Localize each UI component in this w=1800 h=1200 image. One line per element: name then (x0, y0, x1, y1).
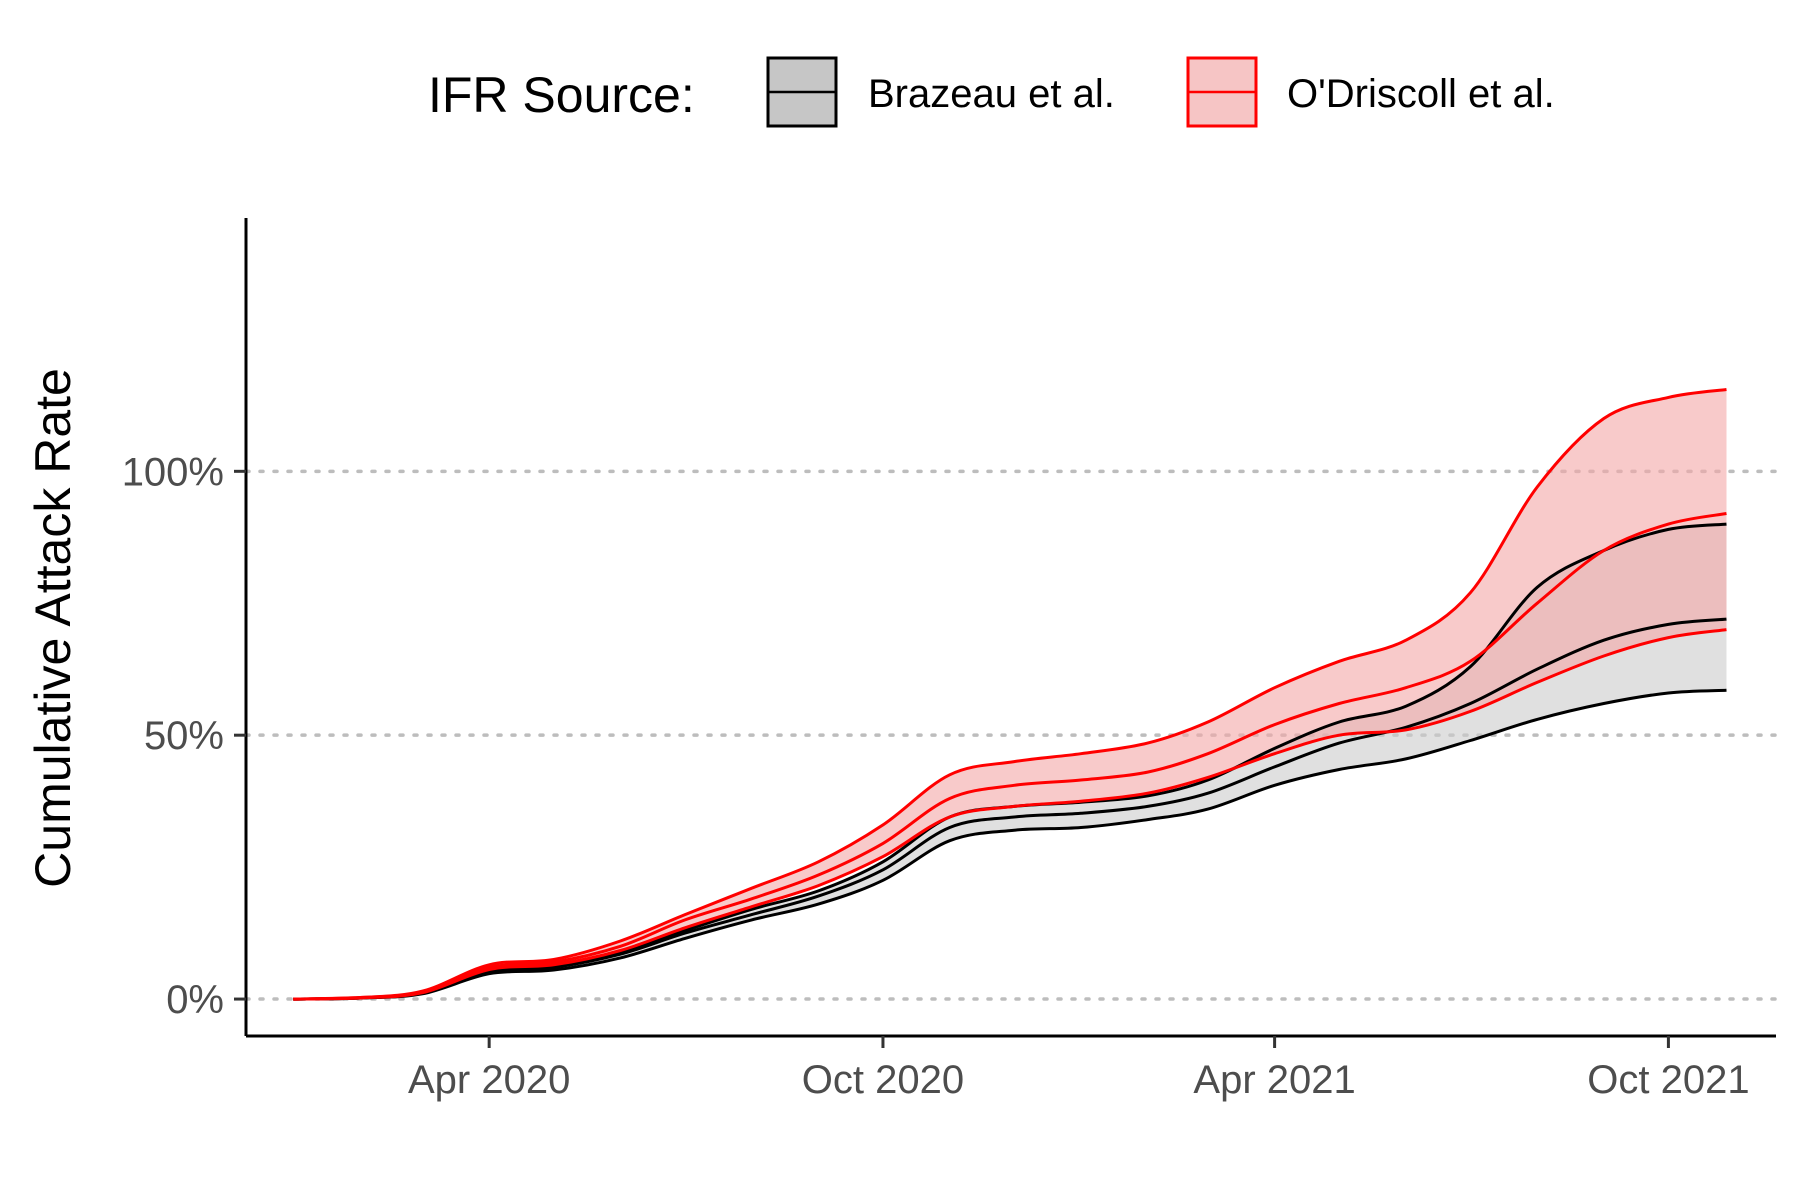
line-brazeau-et-al-median (293, 617, 1727, 1001)
x-axis-ticks: Apr 2020 Oct 2020 Apr 2021 Oct 2021 (408, 1036, 1750, 1102)
y-tick-label-2: 100% (122, 450, 224, 494)
y-axis-title: Cumulative Attack Rate (25, 368, 81, 888)
ribbon-o-driscoll-et-al (293, 389, 1727, 1000)
legend: IFR Source: Brazeau et al. O'Driscoll et… (428, 56, 1555, 128)
axes (244, 218, 1776, 1038)
legend-key-brazeau: Brazeau et al. (766, 56, 1115, 128)
y-axis-ticks: 0% 50% 100% (122, 450, 246, 1022)
line-o-driscoll-et-al-upper (293, 388, 1727, 1001)
line-brazeau-et-al-lower (293, 688, 1727, 1001)
gridlines (244, 469, 1778, 1001)
legend-key-odriscoll: O'Driscoll et al. (1186, 56, 1555, 128)
x-tick-label-3: Oct 2021 (1587, 1058, 1749, 1102)
legend-label-brazeau: Brazeau et al. (868, 72, 1115, 116)
legend-title: IFR Source: (428, 67, 695, 123)
line-o-driscoll-et-al-median (293, 512, 1727, 1001)
y-tick-label-1: 50% (144, 714, 224, 758)
x-tick-label-1: Oct 2020 (802, 1058, 964, 1102)
y-tick-label-0: 0% (166, 978, 224, 1022)
legend-label-odriscoll: O'Driscoll et al. (1287, 72, 1555, 116)
line-o-driscoll-et-al-lower (293, 628, 1727, 1001)
series-lines (293, 388, 1727, 1001)
x-tick-label-0: Apr 2020 (408, 1058, 570, 1102)
ribbons (293, 389, 1727, 1000)
x-tick-label-2: Apr 2021 (1193, 1058, 1355, 1102)
